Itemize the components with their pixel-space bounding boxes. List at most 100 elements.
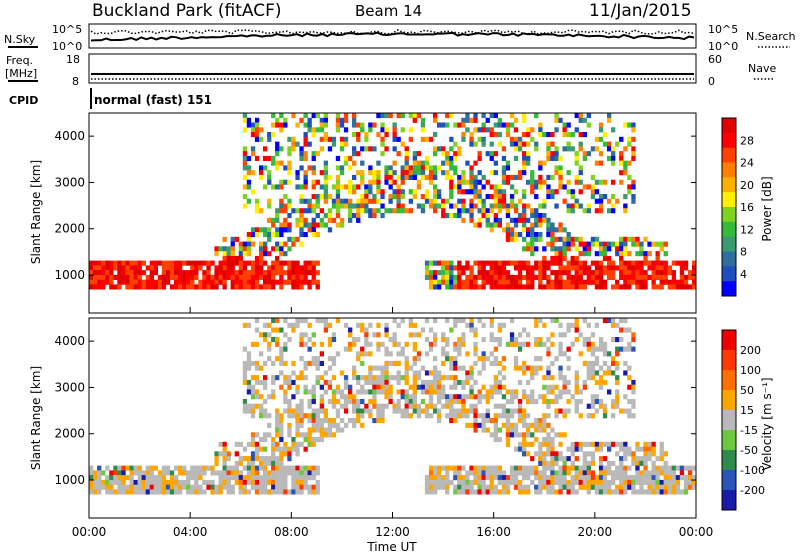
heatmap-cell xyxy=(542,475,547,481)
heatmap-cell xyxy=(287,413,292,419)
heatmap-cell xyxy=(190,484,195,490)
heatmap-cell xyxy=(299,408,304,414)
heatmap-cell xyxy=(291,260,296,266)
heatmap-cell xyxy=(437,394,442,400)
heatmap-cell xyxy=(428,475,434,481)
heatmap-cell xyxy=(145,279,150,285)
heatmap-cell xyxy=(161,484,167,490)
heatmap-cell xyxy=(97,284,102,290)
heatmap-cell xyxy=(615,141,620,147)
heatmap-cell xyxy=(352,394,357,400)
heatmap-cell xyxy=(368,170,373,176)
heatmap-cell xyxy=(509,399,515,405)
heatmap-cell xyxy=(222,251,227,257)
heatmap-cell xyxy=(586,360,591,366)
heatmap-cell xyxy=(538,260,543,266)
heatmap-cell xyxy=(343,127,349,133)
heatmap-cell xyxy=(412,160,417,166)
heatmap-cell xyxy=(392,122,397,128)
heatmap-cell xyxy=(598,479,604,485)
heatmap-cell xyxy=(165,260,171,266)
heatmap-cell xyxy=(505,208,511,214)
heatmap-cell xyxy=(396,408,401,414)
heatmap-cell xyxy=(651,479,656,485)
colorbar-swatch xyxy=(722,207,736,223)
heatmap-cell xyxy=(153,265,158,271)
heatmap-cell xyxy=(307,465,312,471)
heatmap-cell xyxy=(129,270,134,276)
heatmap-cell xyxy=(493,132,498,138)
heatmap-cell xyxy=(246,279,252,285)
heatmap-cell xyxy=(327,427,333,433)
y-tick-label: 1000 xyxy=(54,473,85,487)
heatmap-cell xyxy=(97,270,102,276)
heatmap-cell xyxy=(404,399,409,405)
heatmap-cell xyxy=(246,241,252,247)
heatmap-cell xyxy=(489,260,494,266)
heatmap-cell xyxy=(315,437,320,443)
heatmap-cell xyxy=(267,251,272,257)
heatmap-cell xyxy=(271,232,276,238)
heatmap-cell xyxy=(323,136,328,142)
heatmap-cell xyxy=(291,437,296,443)
heatmap-cell xyxy=(335,155,341,161)
heatmap-cell xyxy=(635,470,640,476)
heatmap-cell xyxy=(372,174,377,180)
heatmap-cell xyxy=(465,489,470,495)
heatmap-cell xyxy=(469,284,474,290)
heatmap-cell xyxy=(453,155,458,161)
heatmap-cell xyxy=(611,475,616,481)
heatmap-cell xyxy=(178,484,183,490)
heatmap-cell xyxy=(428,465,434,471)
heatmap-cell xyxy=(303,446,308,452)
heatmap-cell xyxy=(679,270,685,276)
heatmap-cell xyxy=(263,322,268,328)
heatmap-cell xyxy=(582,384,587,390)
heatmap-cell xyxy=(246,465,252,471)
heatmap-cell xyxy=(254,117,260,123)
heatmap-cell xyxy=(307,165,312,171)
heatmap-cell xyxy=(469,208,474,214)
heatmap-cell xyxy=(299,489,304,495)
heatmap-cell xyxy=(651,279,656,285)
heatmap-cell xyxy=(283,441,288,447)
heatmap-cell xyxy=(627,341,632,347)
heatmap-cell xyxy=(530,441,535,447)
heatmap-cell xyxy=(287,408,292,414)
heatmap-cell xyxy=(356,399,361,405)
heatmap-cell xyxy=(133,284,138,290)
heatmap-cell xyxy=(574,260,579,266)
heatmap-cell xyxy=(550,318,555,324)
colorbar-swatch xyxy=(722,221,736,237)
heatmap-cell xyxy=(522,437,527,443)
heatmap-cell xyxy=(497,370,502,376)
heatmap-cell xyxy=(586,279,591,285)
heatmap-cell xyxy=(242,241,248,247)
heatmap-cell xyxy=(635,465,640,471)
heatmap-cell xyxy=(453,484,458,490)
heatmap-cell xyxy=(493,203,498,209)
heatmap-cell xyxy=(631,279,636,285)
heatmap-cell xyxy=(360,322,365,328)
heatmap-cell xyxy=(250,341,256,347)
heatmap-cell xyxy=(578,251,583,257)
heatmap-cell xyxy=(343,184,349,190)
heatmap-cell xyxy=(562,246,567,252)
heatmap-cell xyxy=(428,346,434,352)
heatmap-cell xyxy=(279,203,284,209)
heatmap-cell xyxy=(607,274,612,280)
heatmap-cell xyxy=(145,470,150,476)
velocity-ylabel: Slant Range [km] xyxy=(29,366,43,470)
heatmap-cell xyxy=(505,422,511,428)
heatmap-cell xyxy=(550,446,555,452)
heatmap-cell xyxy=(263,155,268,161)
heatmap-cell xyxy=(380,365,385,371)
heatmap-cell xyxy=(404,165,409,171)
heatmap-cell xyxy=(534,236,539,242)
heatmap-cell xyxy=(619,475,624,481)
heatmap-cell xyxy=(582,456,587,462)
heatmap-cell xyxy=(153,270,158,276)
heatmap-cell xyxy=(222,479,227,485)
heatmap-cell xyxy=(404,370,409,376)
heatmap-cell xyxy=(323,179,328,185)
